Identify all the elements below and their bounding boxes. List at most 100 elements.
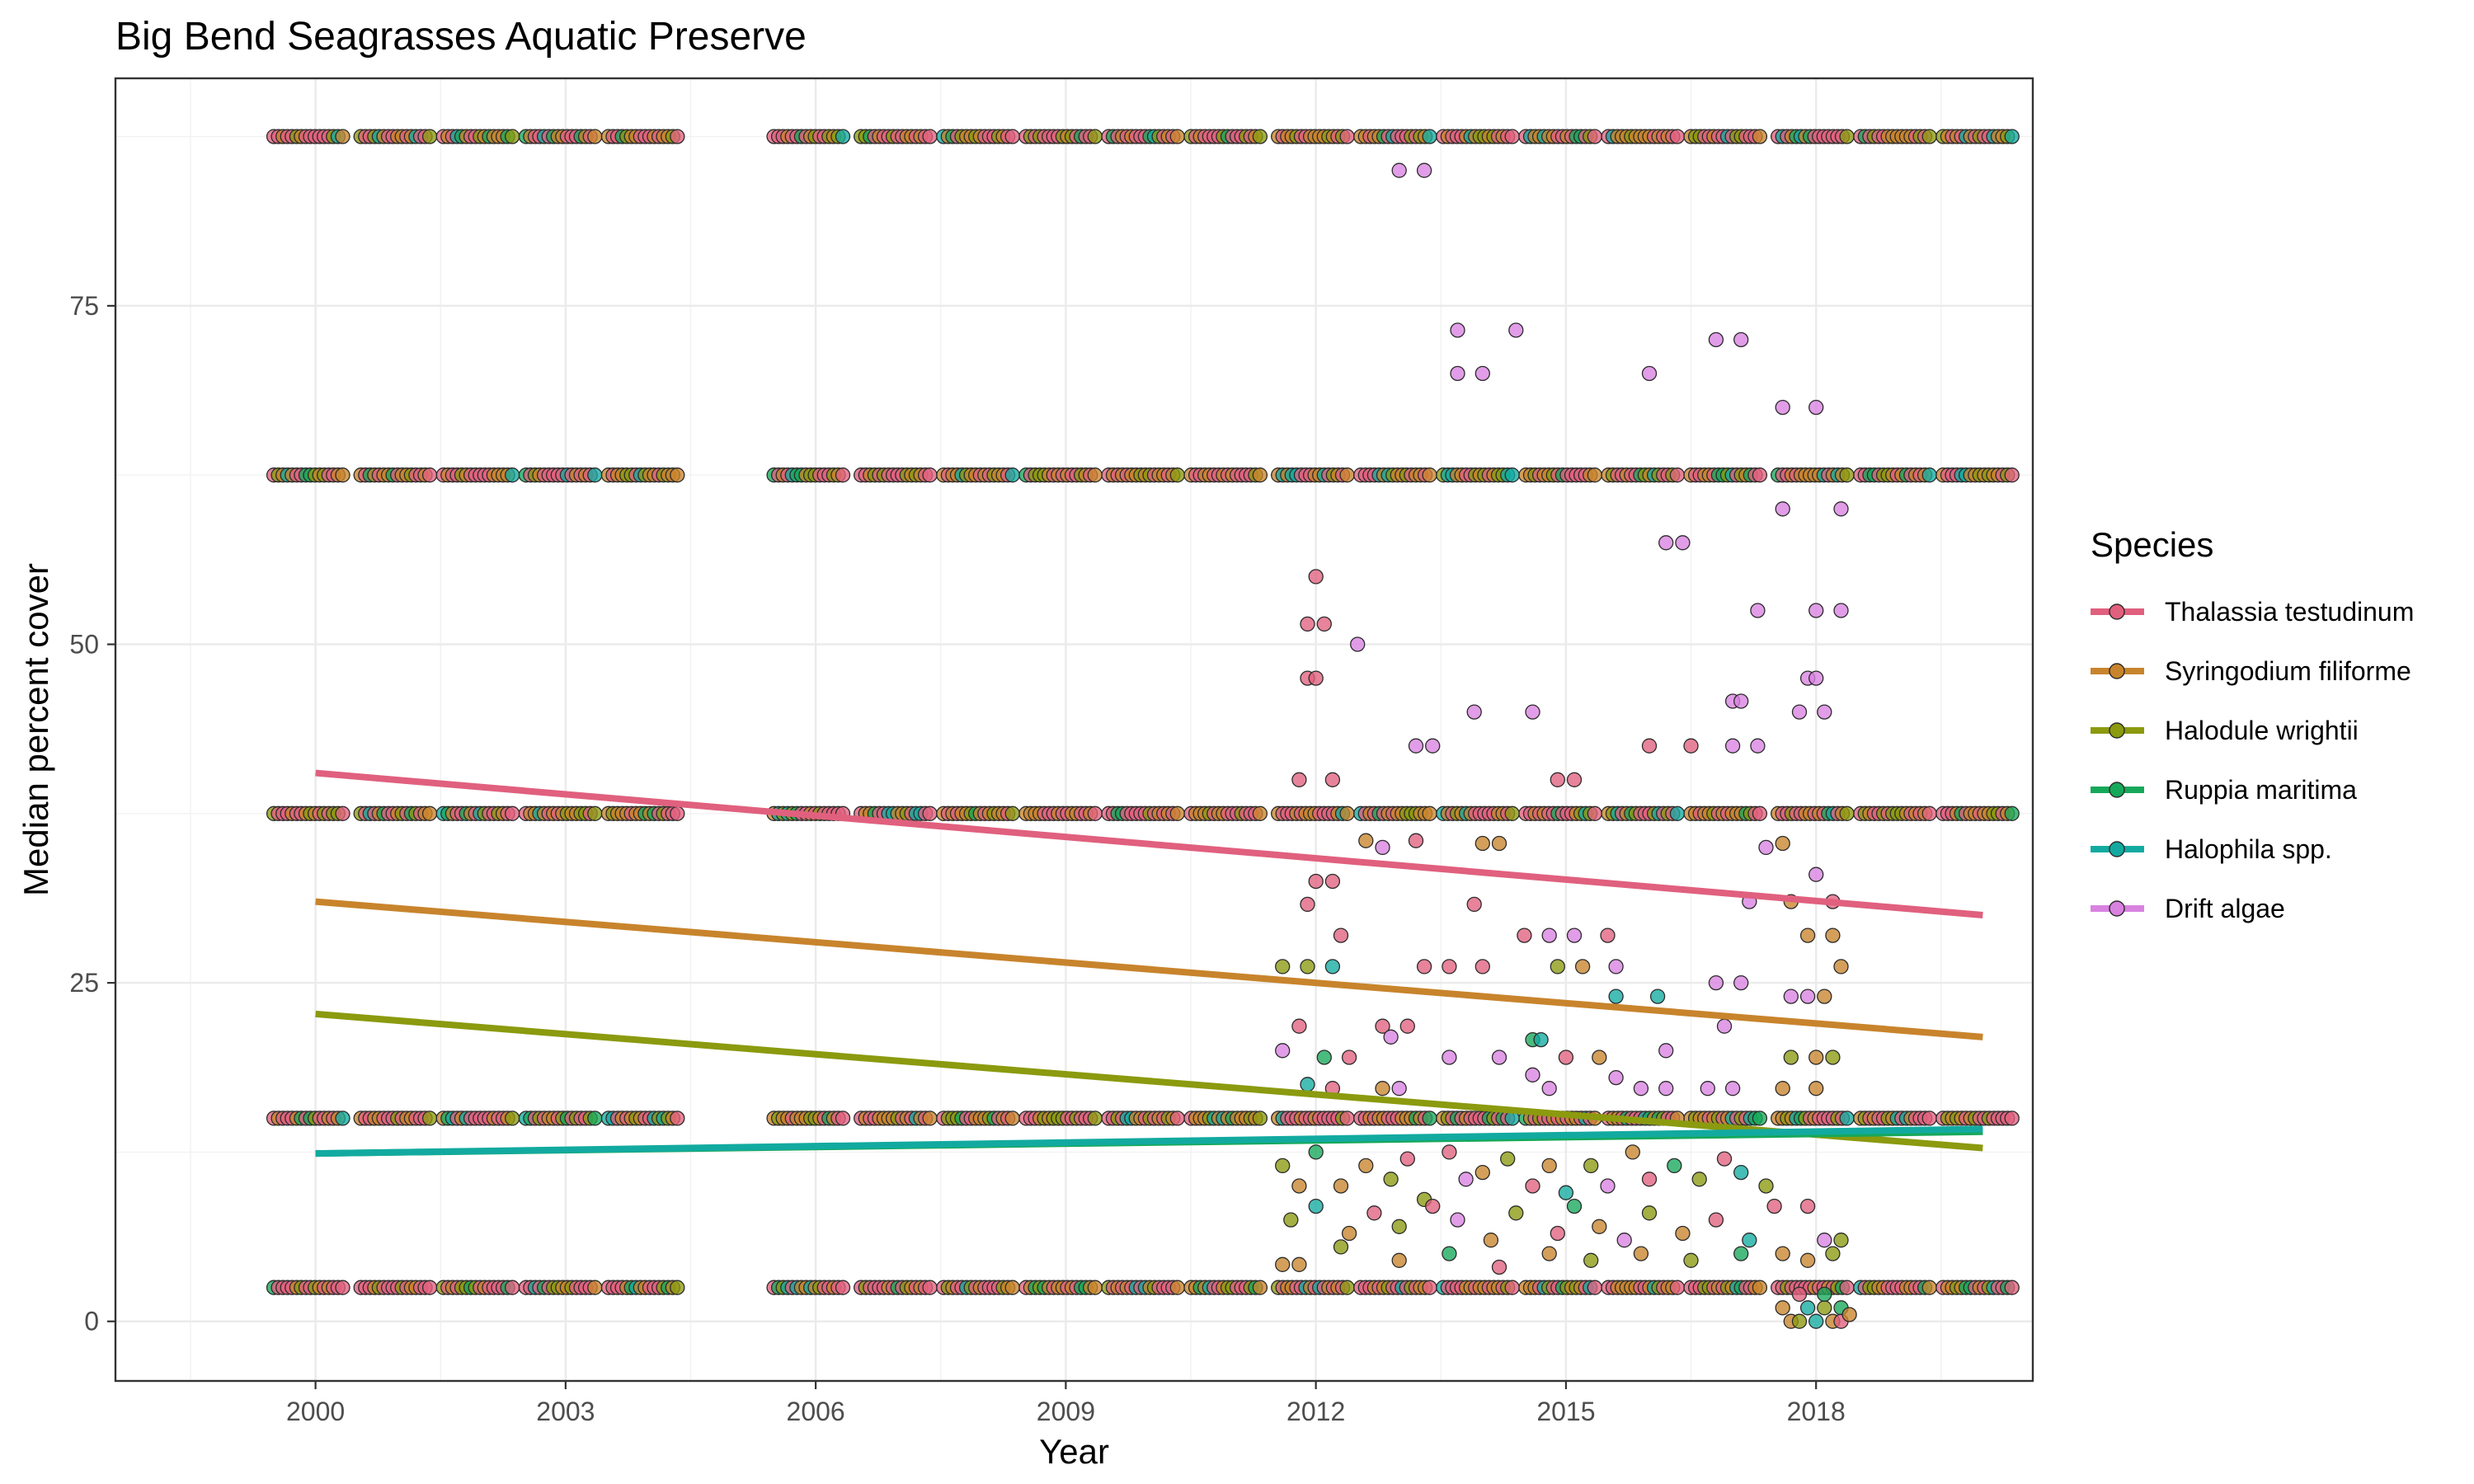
data-point xyxy=(1608,989,1624,1004)
data-point xyxy=(1558,1185,1574,1200)
data-point xyxy=(1783,989,1799,1004)
data-point xyxy=(1399,1151,1415,1167)
data-point xyxy=(2004,129,2020,144)
data-point xyxy=(1339,129,1355,144)
data-point xyxy=(1450,365,1465,382)
data-point xyxy=(1087,467,1103,483)
data-point xyxy=(1700,1081,1715,1097)
trend-line xyxy=(315,1125,1983,1158)
data-point xyxy=(1308,873,1324,890)
data-point xyxy=(1583,1158,1599,1174)
data-point xyxy=(587,1280,603,1295)
data-point xyxy=(1799,928,1816,943)
data-point xyxy=(1252,129,1268,144)
data-point xyxy=(1669,805,1686,821)
y-axis-title: Median percent cover xyxy=(16,563,55,896)
data-point xyxy=(1566,1198,1583,1214)
data-point xyxy=(1716,1018,1733,1034)
data-point xyxy=(1375,1018,1390,1034)
data-point xyxy=(1808,866,1824,882)
data-point xyxy=(1833,959,1849,974)
data-point xyxy=(1839,467,1855,483)
y-tick-label: 50 xyxy=(69,630,99,660)
data-point xyxy=(1375,1081,1390,1097)
data-point xyxy=(1291,772,1307,787)
x-axis: 2000 2003 2006 2009 2012 2015 2018 xyxy=(286,1381,1846,1426)
data-point xyxy=(1483,1233,1499,1248)
data-point xyxy=(835,129,851,144)
data-point xyxy=(1341,1225,1357,1242)
data-point xyxy=(1839,1111,1855,1126)
data-point xyxy=(1339,467,1355,483)
data-point xyxy=(1442,1144,1457,1160)
data-point xyxy=(1775,1300,1790,1316)
data-point xyxy=(1775,1246,1790,1261)
data-point xyxy=(1839,1280,1855,1295)
data-point xyxy=(1708,1212,1724,1228)
data-point xyxy=(1425,738,1441,754)
data-point xyxy=(1308,670,1324,686)
x-tick-label: 2012 xyxy=(1286,1397,1345,1426)
legend-label: Drift algae xyxy=(2165,894,2285,923)
data-point xyxy=(1791,704,1808,720)
data-point xyxy=(1087,1280,1103,1295)
data-point xyxy=(1308,1198,1324,1214)
data-point xyxy=(1833,1233,1849,1248)
data-point xyxy=(1004,467,1020,483)
data-point xyxy=(1833,501,1849,517)
data-point xyxy=(1442,959,1457,974)
y-tick-label: 25 xyxy=(69,968,99,998)
data-point xyxy=(1475,365,1490,382)
data-point xyxy=(1616,1233,1632,1248)
data-point xyxy=(1252,805,1268,821)
data-point xyxy=(1658,535,1674,551)
data-point xyxy=(1791,1286,1808,1303)
data-point xyxy=(1004,129,1020,144)
data-point xyxy=(835,467,851,483)
data-point xyxy=(1422,1280,1437,1295)
data-point xyxy=(1808,603,1824,618)
data-point xyxy=(1300,616,1315,632)
data-point xyxy=(1525,1178,1540,1194)
data-point xyxy=(1587,129,1602,144)
data-point xyxy=(1169,1280,1185,1295)
data-point xyxy=(1366,1205,1382,1221)
data-point xyxy=(1324,873,1341,890)
data-point xyxy=(1291,1018,1307,1034)
data-point xyxy=(1416,959,1432,974)
legend-key-point xyxy=(2109,782,2125,798)
data-point xyxy=(505,805,520,821)
data-point xyxy=(2004,1280,2020,1295)
data-point xyxy=(1475,959,1490,974)
legend-label: Thalassia testudinum xyxy=(2165,597,2414,627)
legend: Species Thalassia testudinum Syringodium … xyxy=(2091,525,2414,923)
data-point xyxy=(1752,1111,1768,1126)
data-point xyxy=(1504,1280,1520,1295)
data-point xyxy=(1775,1081,1790,1097)
data-point xyxy=(1442,1246,1457,1261)
data-point xyxy=(1758,839,1774,856)
data-point xyxy=(1422,1111,1437,1126)
data-point xyxy=(1458,1172,1474,1187)
data-point xyxy=(1517,928,1532,943)
data-point xyxy=(587,467,603,483)
data-point xyxy=(1324,959,1341,974)
data-point xyxy=(1566,928,1583,943)
data-point xyxy=(1491,1050,1507,1065)
data-point xyxy=(1841,1307,1857,1322)
data-point xyxy=(1333,1178,1349,1194)
y-tick-label: 0 xyxy=(84,1307,99,1336)
data-point xyxy=(1791,1313,1808,1329)
data-point xyxy=(1358,833,1374,848)
data-point xyxy=(421,805,438,821)
x-tick-label: 2006 xyxy=(787,1397,845,1426)
data-point xyxy=(835,1111,851,1126)
data-point xyxy=(1300,959,1315,974)
data-point xyxy=(1733,1246,1749,1261)
data-point xyxy=(1358,1158,1374,1174)
data-point xyxy=(1608,959,1624,974)
data-point xyxy=(1752,805,1768,821)
data-point xyxy=(1783,1050,1799,1065)
trend-line xyxy=(315,898,1983,1040)
data-point xyxy=(1817,1300,1832,1316)
